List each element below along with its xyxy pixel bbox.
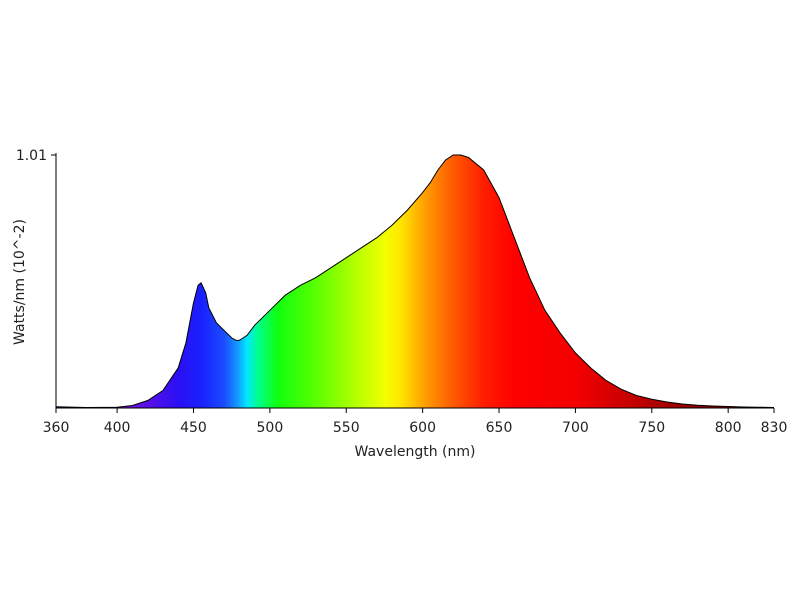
- x-tick-label: 360: [43, 420, 70, 436]
- spectrum-area: [56, 155, 774, 408]
- x-tick-label: 830: [761, 420, 788, 436]
- x-tick-label: 750: [638, 420, 665, 436]
- x-tick-label: 600: [409, 420, 436, 436]
- x-tick-label: 400: [104, 420, 131, 436]
- x-axis-title: Wavelength (nm): [355, 444, 476, 460]
- x-tick-label: 550: [333, 420, 360, 436]
- spectrum-outline: [55, 154, 775, 409]
- x-tick-label: 450: [180, 420, 207, 436]
- y-tick-label: 1.01: [16, 148, 47, 164]
- x-tick-label: 500: [257, 420, 284, 436]
- x-tick-label: 800: [715, 420, 742, 436]
- y-axis-title: Watts/nm (10^-2): [12, 219, 28, 345]
- x-tick-label: 650: [486, 420, 513, 436]
- x-tick-label: 700: [562, 420, 589, 436]
